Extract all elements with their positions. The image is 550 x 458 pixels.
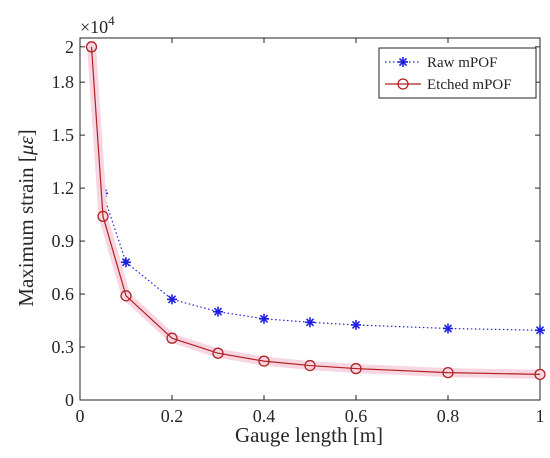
legend-box xyxy=(378,47,537,99)
data-point-circle xyxy=(97,210,109,223)
legend-label: Etched mPOF xyxy=(427,77,512,93)
y-tick-label: 2 xyxy=(65,37,74,57)
y-axis-title-symbol: με xyxy=(14,136,38,157)
series-etched-mpof xyxy=(85,41,546,381)
y-axis-exponent: ×104 xyxy=(80,13,115,37)
y-tick-label: 0.3 xyxy=(52,337,75,357)
y-axis-title-suffix: ] xyxy=(14,129,38,136)
y-axis-title-prefix: Maximum strain [ xyxy=(14,155,38,307)
y-tick-label: 1.2 xyxy=(52,178,75,198)
x-tick-label: 0.2 xyxy=(161,406,184,426)
x-tick-label: 1 xyxy=(536,406,545,426)
data-point-circle xyxy=(258,355,270,367)
x-axis-ticks: 0 0.2 0.4 0.6 0.8 1 xyxy=(76,38,545,426)
data-point-circle xyxy=(166,332,178,344)
x-tick-label: 0.6 xyxy=(345,406,368,426)
y-tick-label: 1.5 xyxy=(52,125,75,145)
asterisk-stroke xyxy=(535,326,545,335)
x-tick-label: 0.4 xyxy=(253,406,276,426)
data-point-asterisk xyxy=(398,57,408,67)
data-point-circle xyxy=(212,347,224,359)
data-point-circle xyxy=(350,362,362,375)
data-point-asterisk xyxy=(121,257,131,268)
exponent-base: ×10 xyxy=(80,17,108,37)
legend: Raw mPOF Etched mPOF xyxy=(378,47,537,99)
y-tick-label: 1.8 xyxy=(52,72,75,92)
asterisk-stroke xyxy=(305,318,315,327)
y-tick-label: 0.9 xyxy=(52,231,75,251)
data-point-asterisk xyxy=(305,317,315,328)
x-tick-label: 0.8 xyxy=(437,406,460,426)
y-tick-label: 0 xyxy=(65,390,74,410)
data-point-circle xyxy=(304,359,316,372)
data-point-asterisk xyxy=(213,306,223,317)
asterisk-stroke xyxy=(259,314,269,323)
data-point-circle xyxy=(442,366,454,379)
series-line xyxy=(90,46,541,375)
legend-label: Raw mPOF xyxy=(427,55,497,71)
x-tick-label: 0 xyxy=(76,406,85,426)
x-axis-title: Gauge length [m] xyxy=(235,423,383,447)
asterisk-stroke xyxy=(398,57,408,67)
exponent-power: 4 xyxy=(108,13,115,28)
data-point-circle xyxy=(534,368,546,381)
data-point-asterisk xyxy=(535,325,545,336)
asterisk-stroke xyxy=(351,320,361,330)
asterisk-stroke xyxy=(443,324,453,333)
y-tick-label: 0.6 xyxy=(52,284,75,304)
asterisk-stroke xyxy=(167,295,177,304)
asterisk-stroke xyxy=(213,307,223,316)
data-point-asterisk xyxy=(167,294,177,305)
data-point-circle xyxy=(120,290,132,302)
legend-marker-circle xyxy=(397,78,409,90)
data-point-asterisk xyxy=(351,319,361,330)
y-axis-ticks: 0 0.3 0.6 0.9 1.2 1.5 1.8 2 xyxy=(52,37,540,410)
asterisk-stroke xyxy=(121,258,131,267)
y-axis-title: Maximum strain [με] xyxy=(14,129,38,306)
legend-entry: Raw mPOF xyxy=(385,55,497,71)
series-layer xyxy=(85,41,546,381)
data-point-asterisk xyxy=(443,323,453,334)
data-point-asterisk xyxy=(259,313,269,324)
legend-entry: Etched mPOF xyxy=(385,77,512,93)
data-point-circle xyxy=(85,41,98,53)
